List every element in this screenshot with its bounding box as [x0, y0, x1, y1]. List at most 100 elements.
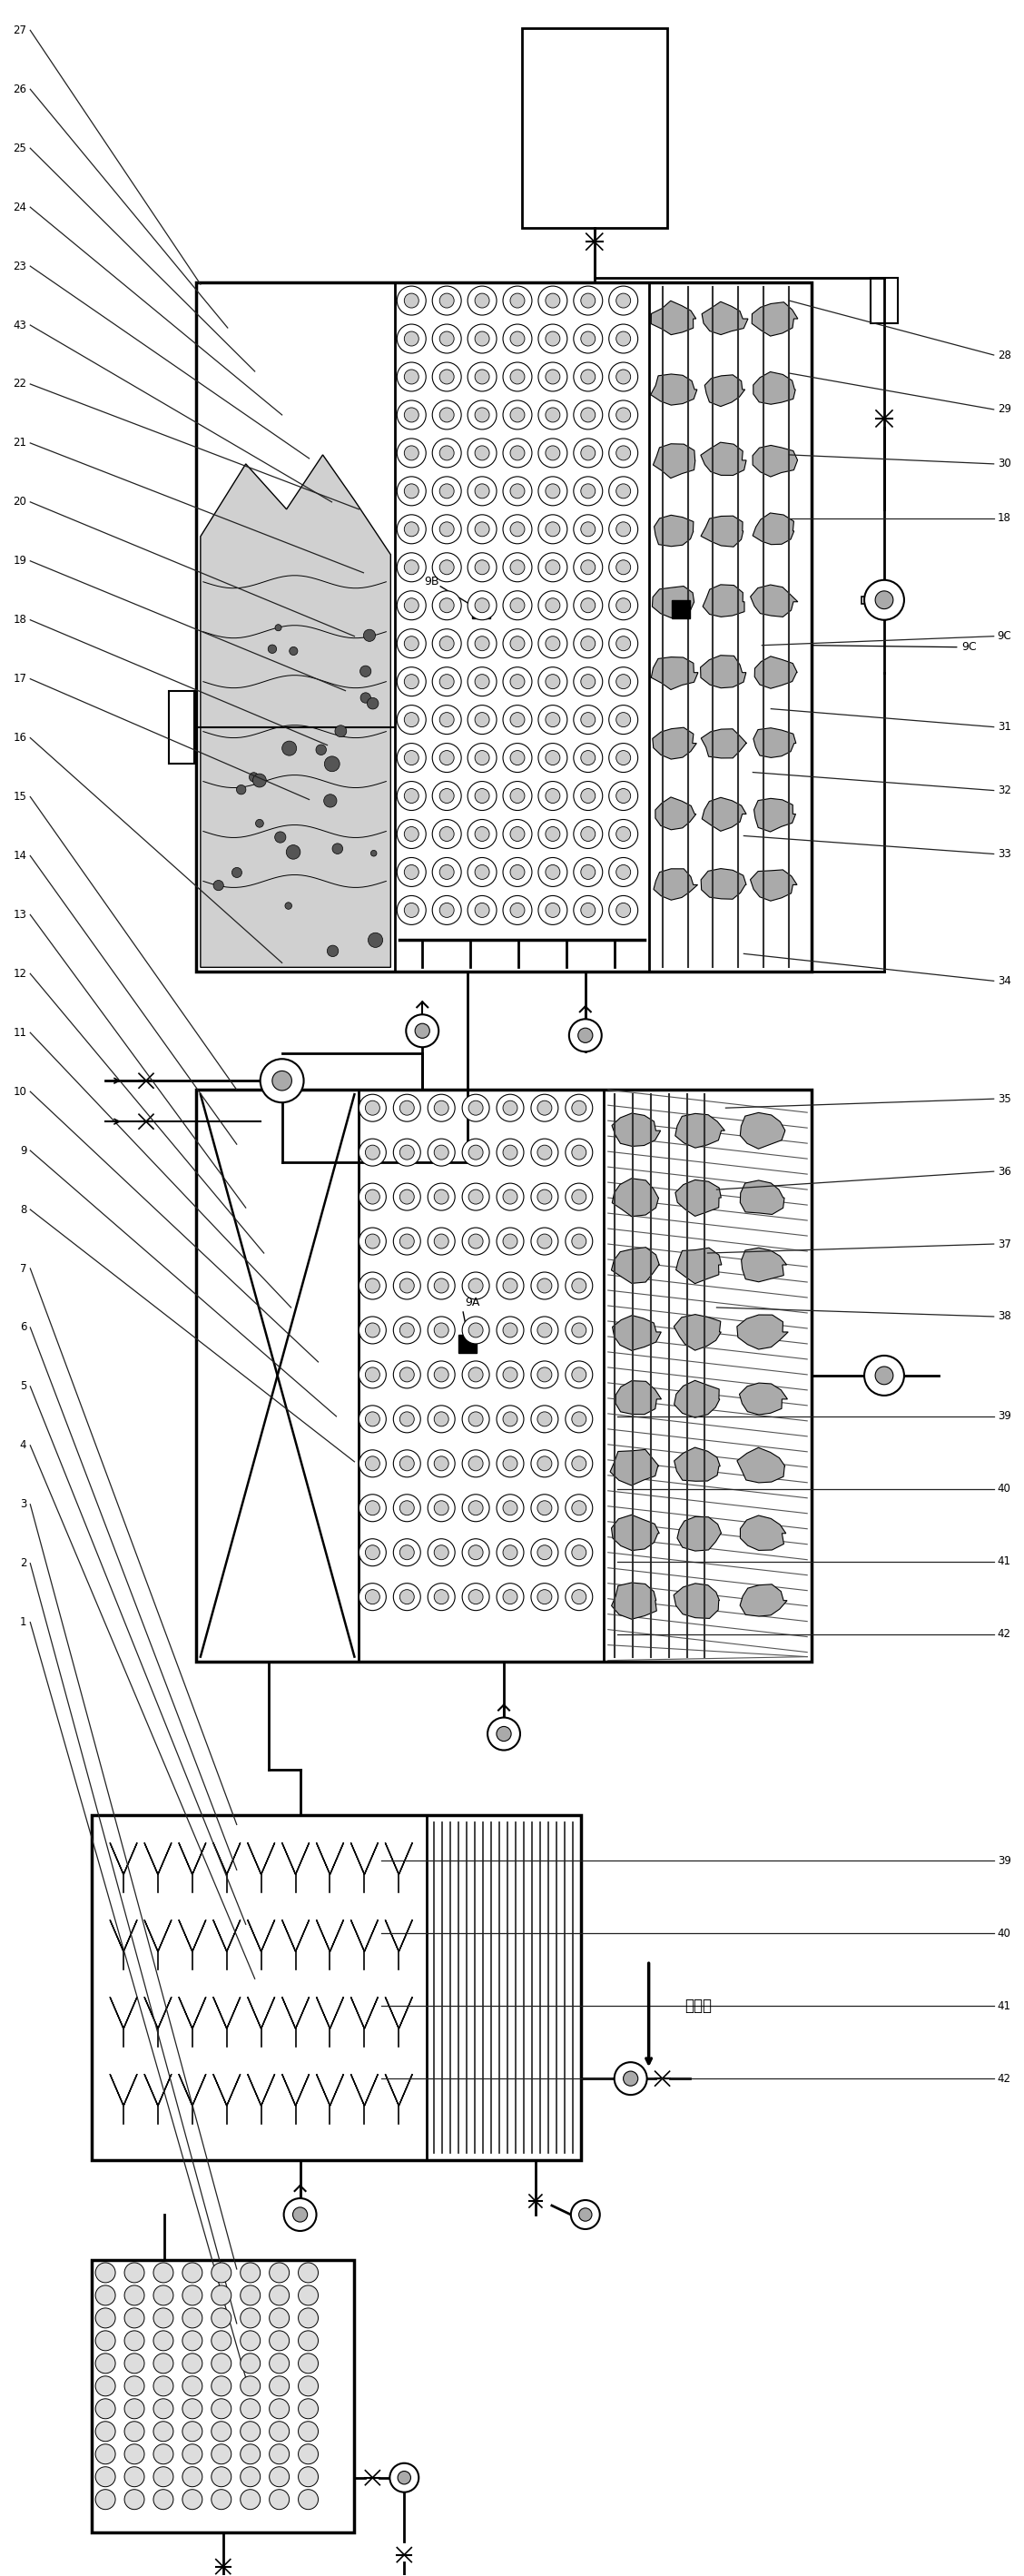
Circle shape — [439, 332, 454, 345]
Circle shape — [95, 2331, 116, 2352]
Circle shape — [269, 2354, 289, 2372]
Circle shape — [462, 1538, 489, 1566]
Circle shape — [439, 675, 454, 688]
Polygon shape — [611, 1582, 656, 1620]
Circle shape — [298, 2285, 318, 2306]
Text: 21: 21 — [13, 438, 27, 448]
Circle shape — [469, 1546, 483, 1558]
Circle shape — [269, 2421, 289, 2442]
Text: 9A: 9A — [465, 1298, 479, 1309]
Circle shape — [182, 2308, 203, 2329]
Circle shape — [397, 286, 426, 314]
Circle shape — [475, 523, 489, 536]
Circle shape — [573, 515, 602, 544]
Text: 12: 12 — [13, 969, 27, 979]
Circle shape — [609, 667, 638, 696]
Text: 15: 15 — [13, 791, 27, 804]
Text: 30: 30 — [997, 459, 1011, 469]
Circle shape — [211, 2331, 231, 2352]
Circle shape — [510, 750, 524, 765]
Circle shape — [95, 2308, 116, 2329]
Circle shape — [125, 2421, 144, 2442]
Circle shape — [539, 438, 567, 466]
Circle shape — [475, 559, 489, 574]
Circle shape — [397, 590, 426, 621]
Circle shape — [616, 332, 631, 345]
Circle shape — [241, 2421, 260, 2442]
Circle shape — [616, 904, 631, 917]
Circle shape — [360, 693, 371, 703]
Circle shape — [397, 896, 426, 925]
Circle shape — [211, 2308, 231, 2329]
Circle shape — [404, 866, 419, 878]
Circle shape — [475, 827, 489, 842]
Circle shape — [609, 858, 638, 886]
Circle shape — [539, 706, 567, 734]
Circle shape — [366, 1368, 380, 1381]
Circle shape — [581, 904, 595, 917]
Circle shape — [154, 2398, 173, 2419]
Circle shape — [211, 2285, 231, 2306]
Circle shape — [538, 1502, 552, 1515]
Text: 9B: 9B — [424, 577, 439, 587]
Circle shape — [182, 2375, 203, 2396]
Circle shape — [399, 1190, 414, 1203]
Circle shape — [571, 1502, 587, 1515]
Circle shape — [359, 1360, 386, 1388]
Circle shape — [428, 1095, 455, 1121]
Circle shape — [581, 827, 595, 842]
Circle shape — [434, 1324, 449, 1337]
Circle shape — [581, 407, 595, 422]
Circle shape — [154, 2468, 173, 2486]
Circle shape — [570, 2200, 600, 2228]
Circle shape — [546, 827, 560, 842]
Circle shape — [538, 1278, 552, 1293]
Circle shape — [503, 286, 531, 314]
Circle shape — [434, 1589, 449, 1605]
Polygon shape — [701, 729, 746, 757]
Text: 8: 8 — [19, 1203, 27, 1216]
Circle shape — [571, 1190, 587, 1203]
Circle shape — [573, 286, 602, 314]
Circle shape — [298, 2308, 318, 2329]
Circle shape — [581, 368, 595, 384]
Circle shape — [497, 1360, 523, 1388]
Polygon shape — [653, 868, 697, 899]
Text: 41: 41 — [997, 1556, 1011, 1566]
Circle shape — [539, 590, 567, 621]
Circle shape — [359, 1182, 386, 1211]
Text: 32: 32 — [997, 786, 1011, 796]
Circle shape — [571, 1100, 587, 1115]
Bar — [870, 278, 898, 322]
Circle shape — [439, 446, 454, 461]
Circle shape — [539, 399, 567, 430]
Polygon shape — [700, 443, 746, 477]
Circle shape — [125, 2445, 144, 2465]
Circle shape — [581, 788, 595, 804]
Circle shape — [432, 706, 461, 734]
Circle shape — [182, 2445, 203, 2465]
Circle shape — [154, 2262, 173, 2282]
Circle shape — [439, 523, 454, 536]
Circle shape — [469, 1502, 483, 1515]
Circle shape — [546, 714, 560, 726]
Circle shape — [503, 706, 531, 734]
Circle shape — [573, 363, 602, 392]
Circle shape — [404, 827, 419, 842]
Circle shape — [366, 1146, 380, 1159]
Polygon shape — [702, 585, 744, 616]
Circle shape — [475, 332, 489, 345]
Circle shape — [565, 1316, 593, 1345]
Circle shape — [497, 1726, 511, 1741]
Bar — [472, 600, 490, 618]
Circle shape — [571, 1546, 587, 1558]
Circle shape — [241, 2445, 260, 2465]
Circle shape — [432, 286, 461, 314]
Text: 18: 18 — [13, 613, 27, 626]
Circle shape — [510, 675, 524, 688]
Circle shape — [546, 636, 560, 652]
Circle shape — [503, 363, 531, 392]
Circle shape — [538, 1324, 552, 1337]
Text: 3: 3 — [19, 1499, 27, 1510]
Circle shape — [462, 1450, 489, 1476]
